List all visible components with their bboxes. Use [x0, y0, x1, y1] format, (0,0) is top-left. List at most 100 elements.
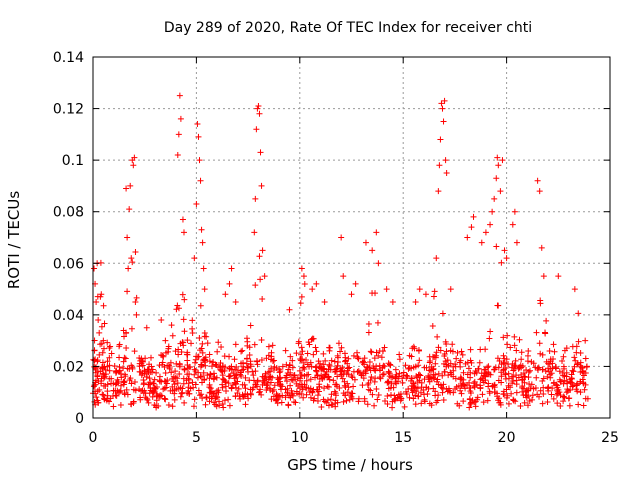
data-point: [131, 154, 138, 161]
data-point-band: [432, 360, 439, 367]
data-point-band: [279, 363, 286, 370]
data-point-band: [468, 399, 475, 406]
data-point-band: [501, 360, 508, 367]
data-point-band: [508, 390, 515, 397]
data-point-band: [414, 385, 421, 392]
y-tick-label: 0.1: [62, 153, 84, 169]
data-point-band: [242, 374, 249, 381]
data-point-band: [244, 364, 251, 371]
data-point-band: [287, 382, 294, 389]
data-point-band: [530, 360, 537, 367]
data-point: [501, 247, 508, 254]
data-point-band: [157, 392, 164, 399]
data-point-band: [430, 366, 437, 373]
data-point-band: [550, 341, 557, 348]
data-point-band: [198, 391, 205, 398]
data-point-band: [169, 383, 176, 390]
data-point: [534, 177, 541, 184]
data-point-band: [210, 370, 217, 377]
data-point-band: [93, 377, 100, 384]
data-point: [255, 102, 262, 109]
data-point-band: [121, 333, 128, 340]
data-point-band: [556, 376, 563, 383]
data-point-band: [268, 365, 275, 372]
data-point-band: [330, 377, 337, 384]
data-point-band: [301, 280, 308, 287]
data-point: [91, 265, 98, 272]
data-point-band: [309, 335, 316, 342]
data-point-band: [498, 369, 505, 376]
data-point-band: [396, 356, 403, 363]
data-point-band: [106, 344, 113, 351]
data-point-band: [201, 376, 208, 383]
data-point-band: [437, 347, 444, 354]
data-point-band: [258, 391, 265, 398]
data-point-band: [384, 401, 391, 408]
data-point-band: [279, 392, 286, 399]
data-point-band: [454, 349, 461, 356]
data-point-band: [248, 391, 255, 398]
data-point-band: [156, 362, 163, 369]
data-point-band: [337, 348, 344, 355]
data-point-band: [298, 351, 305, 358]
data-point: [540, 273, 547, 280]
data-point-band: [315, 388, 322, 395]
data-point-band: [210, 399, 217, 406]
data-point-band: [579, 368, 586, 375]
data-point-band: [392, 395, 399, 402]
data-point-band: [127, 401, 134, 408]
data-point: [489, 208, 496, 215]
data-point-band: [376, 362, 383, 369]
data-point-band: [418, 400, 425, 407]
data-point-band: [246, 344, 253, 351]
data-point-band: [423, 384, 430, 391]
data-point-band: [518, 356, 525, 363]
data-point-band: [98, 377, 105, 384]
data-point-band: [457, 374, 464, 381]
data-point: [300, 273, 307, 280]
data-point-band: [181, 399, 188, 406]
data-point: [124, 234, 131, 241]
data-point-band: [103, 371, 110, 378]
data-point-band: [577, 389, 584, 396]
data-point-band: [498, 379, 505, 386]
data-point-band: [408, 375, 415, 382]
data-point-band: [580, 372, 587, 379]
data-point-band: [218, 367, 225, 374]
data-point-band: [159, 359, 166, 366]
data-point-band: [344, 365, 351, 372]
data-point-band: [95, 399, 102, 406]
data-point: [126, 206, 133, 213]
data-point-band: [246, 351, 253, 358]
data-point-band: [491, 388, 498, 395]
data-point-band: [458, 390, 465, 397]
data-point: [464, 234, 471, 241]
data-point-band: [156, 377, 163, 384]
data-point-band: [101, 373, 108, 380]
data-point-band: [536, 340, 543, 347]
data-point-band: [309, 389, 316, 396]
data-point-band: [267, 379, 274, 386]
data-point-band: [292, 399, 299, 406]
data-point-band: [493, 243, 500, 250]
data-point: [438, 100, 445, 107]
data-point-band: [314, 371, 321, 378]
data-point-band: [376, 347, 383, 354]
data-point-band: [342, 392, 349, 399]
data-point-band: [99, 359, 106, 366]
data-point: [257, 149, 264, 156]
data-point-band: [540, 384, 547, 391]
data-point-band: [486, 390, 493, 397]
data-point-band: [564, 386, 571, 393]
data-point-band: [235, 385, 242, 392]
data-point-band: [581, 386, 588, 393]
data-point-band: [223, 387, 230, 394]
data-point-band: [342, 358, 349, 365]
data-point-band: [362, 367, 369, 374]
data-point: [439, 105, 446, 112]
data-point-band: [406, 394, 413, 401]
data-point: [193, 200, 200, 207]
data-point-band: [220, 404, 227, 411]
data-point-band: [523, 394, 530, 401]
data-point-band: [181, 328, 188, 335]
